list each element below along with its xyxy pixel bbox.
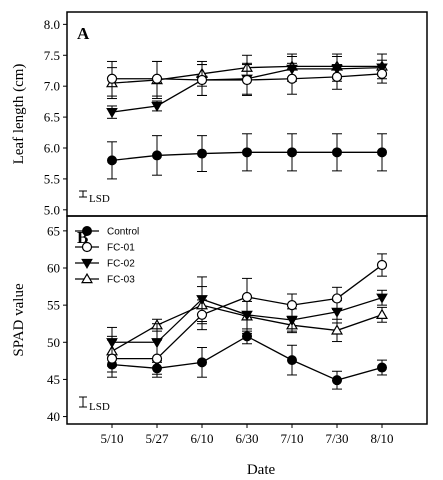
x-tick-label: 6/30 <box>235 431 258 446</box>
data-point <box>197 148 207 159</box>
legend-entry: FC-03 <box>107 275 135 286</box>
y-tick-label: 40 <box>47 409 60 424</box>
series-control <box>107 133 387 180</box>
data-point <box>332 375 342 386</box>
data-point <box>197 357 207 368</box>
y-tick-label: 7.0 <box>44 79 60 94</box>
y-tick-label: 55 <box>47 298 60 313</box>
x-tick-label: 5/10 <box>100 431 123 446</box>
data-point <box>196 74 208 86</box>
series-fc-01 <box>106 253 388 378</box>
data-point <box>286 315 298 326</box>
data-point <box>287 355 297 366</box>
data-point <box>106 108 118 119</box>
series-fc-01 <box>106 60 388 97</box>
data-point <box>331 293 343 304</box>
y-tick-label: 6.0 <box>44 141 60 156</box>
y-tick-label: 7.5 <box>44 48 60 63</box>
panel-label: B <box>77 228 88 247</box>
legend: Control FC-01 FC-02 FC-03 <box>75 226 139 286</box>
data-point <box>377 147 387 158</box>
data-point <box>286 73 298 84</box>
legend-entry: Control <box>107 227 139 238</box>
plot-frame <box>66 11 428 217</box>
data-point <box>376 259 388 271</box>
y-tick-label: 5.5 <box>44 171 60 186</box>
x-axis-label: Date <box>247 462 276 478</box>
data-point <box>287 147 297 158</box>
data-point <box>376 308 388 319</box>
data-point <box>106 353 118 364</box>
legend-marker <box>81 272 93 284</box>
data-point <box>106 73 118 84</box>
x-tick-label: 7/30 <box>325 431 348 446</box>
data-point <box>196 309 208 320</box>
data-point <box>241 291 253 303</box>
data-point <box>151 353 163 364</box>
panel-b: 40 45 50 55 60 65 B SPAD value LSD Control FC-01 FC… <box>11 215 428 425</box>
x-tick-label: 6/10 <box>190 431 213 446</box>
data-point <box>286 300 298 311</box>
data-point <box>376 68 388 79</box>
data-point <box>152 150 162 161</box>
y-tick-label: 8.0 <box>44 17 60 32</box>
x-tick-label: 7/10 <box>280 431 303 446</box>
data-point <box>241 74 253 86</box>
data-point <box>107 155 117 166</box>
data-point <box>151 101 163 112</box>
data-point <box>331 71 343 83</box>
y-tick-label: 5.0 <box>44 202 60 217</box>
x-axis: 5/10 5/27 6/10 6/30 7/10 7/30 8/10 <box>100 424 394 446</box>
y-axis-label: SPAD value <box>11 283 27 357</box>
data-point <box>376 293 388 304</box>
data-point <box>377 362 387 373</box>
data-point <box>242 147 252 158</box>
data-point <box>332 147 342 158</box>
y-tick-label: 65 <box>47 223 60 238</box>
lsd-label: LSD <box>89 401 110 413</box>
panel-a: 5.0 5.5 6.0 6.5 7.0 7.5 8.0 A Leaf length (cm) LS… <box>11 11 428 217</box>
series-control <box>107 328 387 390</box>
legend-marker <box>82 226 92 236</box>
data-point <box>151 73 163 84</box>
legend-entry: FC-02 <box>107 259 135 270</box>
y-tick-label: 45 <box>47 372 60 387</box>
y-axis-label: Leaf length (cm) <box>11 64 27 165</box>
x-tick-label: 5/27 <box>145 431 169 446</box>
x-tick-label: 8/10 <box>370 431 393 446</box>
legend-marker <box>81 241 93 253</box>
lsd-label: LSD <box>89 193 110 205</box>
data-point <box>331 324 343 335</box>
legend-marker <box>81 258 93 269</box>
y-tick-label: 50 <box>47 335 60 350</box>
y-tick-label: 60 <box>47 261 60 276</box>
legend-entry: FC-01 <box>107 243 135 254</box>
y-tick-label: 6.5 <box>44 110 60 125</box>
panel-label: A <box>77 24 90 43</box>
